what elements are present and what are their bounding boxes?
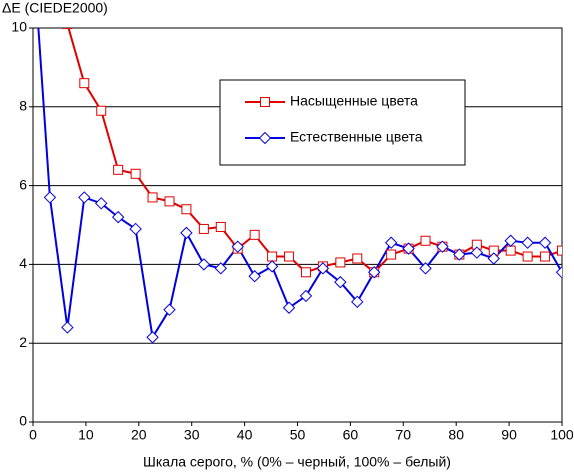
marker [249, 229, 260, 240]
marker [367, 266, 381, 279]
marker [79, 78, 90, 89]
legend-label: Естественные цвета [290, 129, 423, 145]
marker [470, 246, 484, 259]
y-tick-label: 10 [11, 19, 27, 35]
y-tick-label: 4 [19, 255, 27, 271]
x-tick-label: 40 [237, 427, 253, 443]
marker [384, 236, 398, 249]
marker [147, 192, 158, 203]
marker [163, 303, 176, 316]
marker [214, 262, 228, 275]
x-tick-label: 50 [290, 427, 306, 443]
marker [420, 235, 431, 246]
marker [419, 262, 432, 275]
marker [538, 236, 552, 249]
marker [351, 295, 364, 309]
marker [540, 251, 551, 262]
marker [113, 164, 124, 175]
y-tick-label: 2 [19, 334, 27, 350]
x-tick-label: 20 [131, 427, 147, 443]
y-tick-label: 8 [19, 98, 27, 114]
marker [111, 210, 125, 224]
marker [386, 249, 397, 260]
marker [130, 168, 141, 179]
marker [300, 267, 311, 278]
marker [284, 251, 295, 262]
x-tick-label: 60 [343, 427, 359, 443]
y-tick-label: 0 [19, 413, 27, 429]
marker [487, 252, 500, 265]
legend-marker [260, 97, 270, 107]
marker [402, 242, 415, 255]
marker [62, 28, 73, 30]
marker [78, 191, 91, 204]
marker [61, 321, 74, 334]
marker [215, 221, 226, 232]
marker [299, 289, 313, 303]
marker [43, 191, 57, 204]
marker [129, 222, 142, 236]
x-tick-label: 100 [550, 427, 574, 443]
marker [248, 270, 261, 283]
marker [504, 234, 517, 247]
legend [219, 79, 466, 166]
x-axis-label: Шкала серого, % (0% – черный, 100% – бел… [143, 454, 451, 470]
marker [334, 275, 347, 289]
plot-series [37, 28, 562, 344]
legend-marker [258, 131, 272, 145]
marker [335, 257, 346, 268]
marker [555, 266, 562, 279]
marker [180, 226, 193, 240]
x-tick-label: 0 [29, 427, 37, 443]
y-axis-label: ΔE (CIEDE2000) [2, 0, 108, 16]
marker [436, 240, 449, 253]
marker [146, 331, 159, 344]
marker [352, 253, 363, 264]
y-tick-label: 6 [19, 176, 27, 192]
marker [231, 240, 244, 253]
marker [557, 245, 562, 256]
x-tick-label: 70 [396, 427, 412, 443]
marker [181, 204, 192, 215]
marker [96, 105, 107, 116]
x-tick-label: 10 [78, 427, 94, 443]
marker [522, 251, 533, 262]
marker [267, 251, 278, 262]
marker [265, 260, 279, 273]
x-tick-label: 80 [448, 427, 464, 443]
marker [282, 301, 296, 314]
marker [164, 196, 175, 207]
marker [316, 262, 330, 275]
marker [197, 258, 211, 271]
x-tick-label: 30 [184, 427, 200, 443]
marker [95, 197, 108, 210]
marker [453, 248, 466, 261]
marker [505, 245, 516, 256]
x-tick-label: 90 [501, 427, 517, 443]
legend-label: Насыщенные цвета [290, 93, 418, 109]
marker [198, 223, 209, 234]
marker [521, 236, 534, 249]
